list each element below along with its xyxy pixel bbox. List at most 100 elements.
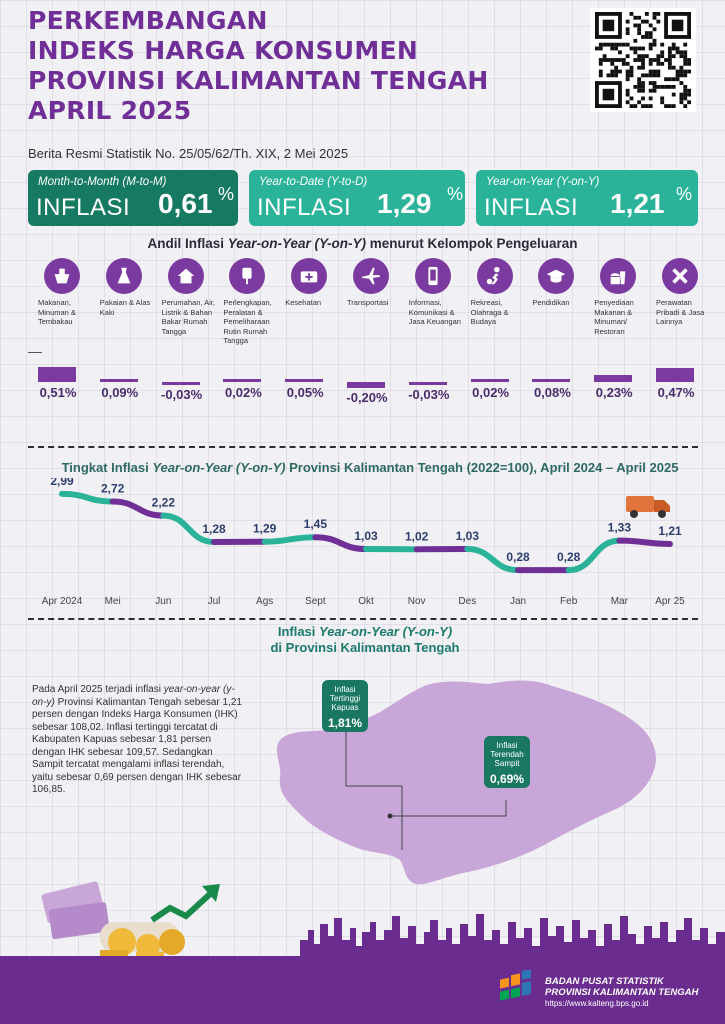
x-tick-label: Apr 2024 (42, 596, 83, 607)
andil-value: 0,51% (39, 385, 77, 400)
data-label: 0,28 (557, 550, 581, 564)
x-tick-label: Feb (560, 596, 578, 607)
series-segment (160, 512, 217, 545)
sampit-marker (387, 813, 393, 819)
x-tick-label: Ags (256, 596, 273, 607)
andil-bar (161, 382, 200, 385)
kapuas-label: Inflasi Tertinggi Kapuas (329, 685, 361, 712)
data-label: 1,33 (608, 521, 632, 535)
data-label: 1,21 (658, 524, 682, 538)
andil-bar (99, 379, 138, 382)
andil-bar (285, 379, 324, 382)
andil-bar (223, 379, 262, 382)
x-tick-label: Des (458, 596, 476, 607)
tools-icon (662, 258, 698, 294)
graduation-cap-icon (538, 258, 575, 294)
series-segment (616, 537, 673, 547)
x-tick-label: Okt (358, 596, 374, 607)
ytd-label: Year-to-Date (Y-to-D) (259, 176, 368, 188)
plug-icon (229, 258, 266, 294)
category-name: Kesehatan (285, 298, 322, 307)
yoy-unit: % (676, 184, 693, 204)
medkit-icon (291, 258, 328, 294)
kapuas-leader-line (345, 698, 403, 850)
andil-bar (594, 375, 633, 382)
series-segment (312, 534, 369, 553)
andil-value: 0,47% (657, 385, 695, 400)
map-title-pre: Inflasi (277, 624, 320, 639)
yoy-word: INFLASI (484, 194, 579, 221)
title-line-4: APRIL 2025 (28, 96, 192, 125)
bps-logo-icon (500, 970, 531, 1001)
kalteng-map (276, 680, 656, 885)
sampit-leader-line (390, 800, 507, 817)
ytd-value: 1,29 (377, 188, 432, 219)
andil-bar (656, 367, 694, 382)
data-label: 1,28 (202, 522, 226, 536)
category-6: Transportasi (347, 258, 405, 308)
category-name: Rekreasi, Olahraga & Budaya (470, 298, 509, 326)
mtm-unit: % (218, 184, 235, 204)
andil-value: 0,08% (533, 385, 571, 400)
category-name: Informasi, Komunikasi & Jasa Keuangan (408, 298, 461, 326)
divider-2 (28, 618, 698, 620)
category-10: Penyediaan Makanan & Minuman/ Restoran (594, 258, 652, 336)
category-name: Perlengkapan, Peralatan & Pemeliharaan R… (223, 298, 272, 345)
category-7: Informasi, Komunikasi & Jasa Keuangan (409, 258, 467, 327)
bps-website-link[interactable]: https://www.kalteng.bps.go.id (545, 999, 649, 1008)
paragraph-part-1: Pada April 2025 terjadi inflasi (32, 684, 164, 695)
yoy-label: Year-on-Year (Y-on-Y) (486, 176, 600, 188)
andil-heading-post: menurut Kelompok Pengeluaran (365, 236, 578, 251)
ytd-unit: % (447, 184, 464, 204)
data-label: 1,02 (405, 529, 429, 543)
andil-zero-tick (28, 352, 42, 353)
andil-heading-italic: Year-on-Year (Y-on-Y) (227, 236, 366, 251)
data-label: 2,22 (152, 496, 176, 510)
x-tick-label: Jun (155, 596, 171, 607)
andil-heading-pre: Andil Inflasi (147, 236, 228, 251)
x-tick-label: Mar (611, 596, 629, 607)
andil-value: -0,03% (160, 387, 203, 402)
category-9: Pendidikan (532, 258, 590, 308)
andil-value: 0,05% (286, 385, 324, 400)
category-name: Pendidikan (532, 298, 570, 307)
qr-code[interactable] (590, 8, 696, 112)
province-shape (276, 680, 656, 885)
callout-kapuas: Inflasi Tertinggi Kapuas 1,81% (322, 680, 368, 732)
category-4: Perlengkapan, Peralatan & Pemeliharaan R… (223, 258, 281, 346)
x-tick-label: Nov (408, 596, 426, 607)
chart-title-pre: Tingkat Inflasi (61, 460, 153, 475)
paragraph-part-2: Provinsi Kalimantan Tengah sebesar 1,21 … (32, 696, 242, 796)
kapuas-value: 1,81% (327, 716, 363, 730)
mtm-label: Month-to-Month (M-to-M) (38, 176, 167, 188)
money-growth-icon (41, 881, 220, 960)
andil-bar (408, 382, 447, 385)
map-title-line-2: di Provinsi Kalimantan Tengah (270, 640, 460, 655)
yoy-value: 1,21 (610, 188, 665, 219)
category-8: Rekreasi, Olahraga & Budaya (471, 258, 529, 327)
x-tick-label: Mei (105, 596, 121, 607)
category-name: Perumahan, Air, Listrik & Bahan Bakar Ru… (161, 298, 215, 336)
category-5: Kesehatan (285, 258, 343, 308)
food-basket-icon (44, 258, 80, 294)
x-tick-label: Sept (305, 596, 326, 607)
data-label: 1,03 (354, 529, 378, 543)
series-segment (109, 498, 167, 519)
footer-band (0, 956, 725, 1024)
page-title: PERKEMBANGAN INDEKS HARGA KONSUMEN PROVI… (28, 6, 548, 126)
category-2: Pakaian & Alas Kaki (100, 258, 158, 317)
andil-value: 0,09% (101, 385, 139, 400)
series-segment (261, 534, 319, 545)
x-tick-label: Apr 25 (655, 596, 685, 607)
sampit-value: 0,69% (489, 772, 525, 786)
data-label: 0,28 (506, 550, 530, 564)
bps-name-line-2: PROVINSI KALIMANTAN TENGAH (545, 987, 699, 998)
mtm-word: INFLASI (36, 194, 131, 221)
andil-value: 0,02% (472, 385, 510, 400)
title-line-3: PROVINSI KALIMANTAN TENGAH (28, 66, 489, 95)
summary-paragraph: Pada April 2025 terjadi inflasi year-on-… (32, 684, 244, 797)
publication-subtitle: Berita Resmi Statistik No. 25/05/62/Th. … (28, 146, 349, 161)
data-label: 2,72 (101, 482, 125, 496)
chart-title: Tingkat Inflasi Year-on-Year (Y-on-Y) Pr… (40, 460, 700, 475)
map-title-italic: Year-on-Year (Y-on-Y) (319, 624, 453, 639)
